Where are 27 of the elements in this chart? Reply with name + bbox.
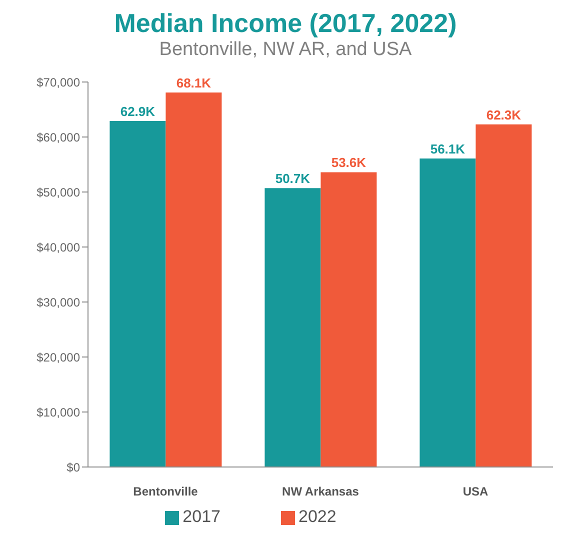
chart-subtitle: Bentonville, NW AR, and USA [158,38,413,62]
bar [320,172,377,467]
y-tick-label: $0 [66,460,80,474]
x-tick-label: NW Arkansas [282,484,360,499]
y-tick-label: $10,000 [36,405,80,420]
legend-label: 2022 [298,507,336,526]
y-tick-label: $60,000 [36,130,80,144]
bar [166,92,222,467]
y-tick-label: $70,000 [36,75,80,90]
chart-title: Median Income (2017, 2022) [113,8,458,38]
x-tick-label: USA [462,484,488,499]
data-label: 62.3K [486,107,522,122]
data-label: 68.1K [176,75,212,90]
bar [110,121,166,467]
data-label: 62.9K [120,104,156,120]
y-tick-label: $50,000 [36,185,80,200]
legend-label: 2017 [182,507,220,526]
y-tick-label: $20,000 [36,350,80,364]
y-tick-label: $40,000 [36,240,80,254]
y-tick-label: $30,000 [36,295,80,310]
bar [420,158,476,467]
bar [264,188,321,467]
x-tick-label: Bentonville [133,484,198,499]
data-label: 50.7K [275,171,311,186]
data-label: 53.6K [331,155,367,170]
bar [476,124,532,467]
data-label: 56.1K [430,141,466,156]
